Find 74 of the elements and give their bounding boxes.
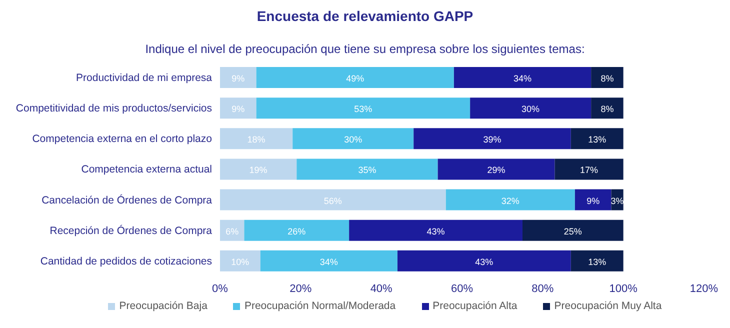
data-label: 35% [358,165,376,176]
legend-label: Preocupación Baja [118,300,208,312]
data-label: 30% [344,134,362,145]
data-label: 30% [522,104,540,114]
data-label: 8% [600,104,614,114]
x-tick-label: 0% [212,282,228,295]
data-label: 34% [320,256,338,267]
bar [220,250,260,272]
bar [260,250,398,272]
data-label: 34% [513,74,532,84]
x-tick-label: 40% [370,282,393,295]
x-tick-label: 80% [532,282,554,295]
data-label: 53% [354,104,372,114]
bar [591,98,624,119]
data-label: 17% [580,165,598,176]
bar [220,128,293,150]
bar [220,67,256,88]
data-label: 8% [600,74,614,84]
data-label: 6% [226,226,239,236]
bar [554,158,624,180]
bar [438,158,555,180]
bar [522,220,624,241]
bar [256,67,454,88]
x-tick-label: 100% [609,282,638,295]
legend-label: Preocupación Muy Alta [553,300,662,312]
y-tick-label: Competencia externa en el corto plazo [32,133,212,146]
y-tick-label: Recepción de Órdenes de Compra [50,224,212,237]
legend-label: Preocupación Alta [432,300,518,312]
bar [292,128,414,150]
chart-title: Encuesta de relevamiento GAPP [256,8,474,26]
y-tick-label: Cancelación de Órdenes de Compra [42,193,212,206]
bar [570,250,624,272]
bar [574,189,612,210]
data-label: 9% [586,196,600,206]
data-label: 32% [501,196,520,206]
data-label: 39% [483,134,502,145]
y-tick-label: Cantidad de pedidos de cotizaciones [40,255,212,268]
y-tick-label: Productividad de mi empresa [76,72,212,84]
data-label: 43% [426,226,445,236]
bar [446,189,575,210]
legend-label: Preocupación Normal/Moderada [243,300,396,312]
x-tick-label: 120% [690,282,718,295]
bar [397,250,571,272]
data-label: 56% [324,196,342,206]
data-label: 13% [588,134,606,145]
bar [470,98,592,119]
data-label: 9% [232,104,245,114]
x-tick-label: 20% [290,282,312,295]
data-label: 49% [346,74,364,84]
data-label: 26% [288,226,306,236]
bar [349,220,522,241]
data-label: 19% [249,165,268,176]
data-label: 29% [487,165,506,176]
bar [591,67,624,88]
bar [220,158,297,180]
x-tick-label: 60% [450,282,474,295]
bar [570,128,624,150]
data-label: 9% [232,74,245,84]
data-label: 43% [475,256,494,267]
data-label: 10% [231,256,250,267]
bar [256,98,470,119]
bar [454,67,592,88]
bar [296,158,438,180]
data-label: 13% [588,256,606,267]
bar [220,98,256,119]
bar [244,220,350,241]
bar [414,128,571,150]
chart-subtitle: Indique el nivel de preocupación que tiene su empresa sobre los siguientes temas: [144,42,586,58]
data-label: 18% [247,134,266,145]
data-label: 25% [564,226,582,236]
bar [220,189,446,210]
y-tick-label: Competitividad de mis productos/servicios [16,102,212,115]
y-tick-label: Competencia externa actual [81,164,212,176]
data-label: 3% [610,196,624,206]
